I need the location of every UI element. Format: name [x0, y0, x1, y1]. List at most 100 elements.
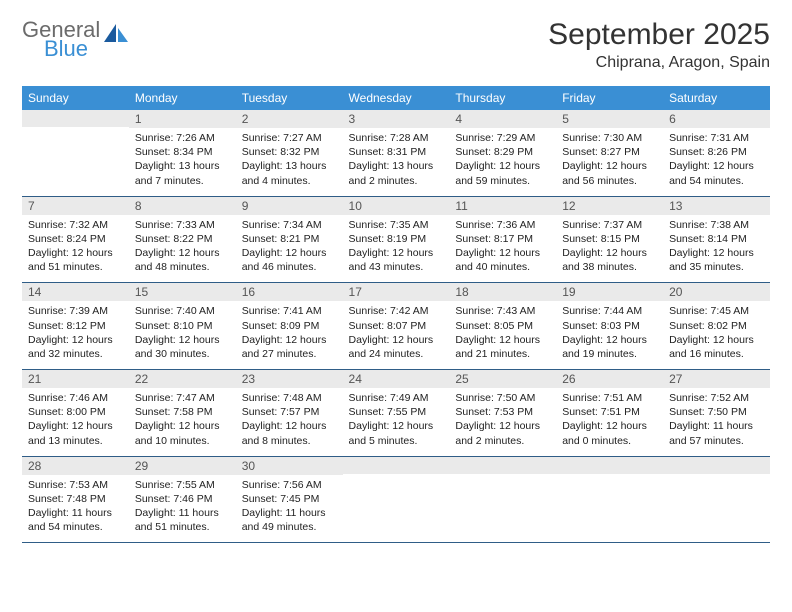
day-details: Sunrise: 7:48 AMSunset: 7:57 PMDaylight:… — [236, 388, 343, 456]
day-details: Sunrise: 7:32 AMSunset: 8:24 PMDaylight:… — [22, 215, 129, 283]
day-number: 26 — [556, 370, 663, 388]
day-number: 1 — [129, 110, 236, 128]
calendar-day-cell: 25Sunrise: 7:50 AMSunset: 7:53 PMDayligh… — [449, 370, 556, 457]
dow-header: Tuesday — [236, 86, 343, 110]
dow-header: Thursday — [449, 86, 556, 110]
day-details: Sunrise: 7:38 AMSunset: 8:14 PMDaylight:… — [663, 215, 770, 283]
calendar-day-cell: 21Sunrise: 7:46 AMSunset: 8:00 PMDayligh… — [22, 370, 129, 457]
calendar-week-row: 1Sunrise: 7:26 AMSunset: 8:34 PMDaylight… — [22, 110, 770, 196]
calendar-day-cell: 16Sunrise: 7:41 AMSunset: 8:09 PMDayligh… — [236, 283, 343, 370]
calendar-day-cell: 11Sunrise: 7:36 AMSunset: 8:17 PMDayligh… — [449, 196, 556, 283]
day-number: 11 — [449, 197, 556, 215]
day-details: Sunrise: 7:52 AMSunset: 7:50 PMDaylight:… — [663, 388, 770, 456]
day-number: 15 — [129, 283, 236, 301]
calendar-day-cell: 26Sunrise: 7:51 AMSunset: 7:51 PMDayligh… — [556, 370, 663, 457]
day-number: 21 — [22, 370, 129, 388]
calendar-day-cell: 2Sunrise: 7:27 AMSunset: 8:32 PMDaylight… — [236, 110, 343, 196]
day-number: 2 — [236, 110, 343, 128]
location-label: Chiprana, Aragon, Spain — [548, 54, 770, 72]
calendar-day-cell: 5Sunrise: 7:30 AMSunset: 8:27 PMDaylight… — [556, 110, 663, 196]
calendar-day-cell: 12Sunrise: 7:37 AMSunset: 8:15 PMDayligh… — [556, 196, 663, 283]
calendar-day-cell — [556, 456, 663, 543]
calendar-day-cell: 1Sunrise: 7:26 AMSunset: 8:34 PMDaylight… — [129, 110, 236, 196]
day-details: Sunrise: 7:51 AMSunset: 7:51 PMDaylight:… — [556, 388, 663, 456]
day-details: Sunrise: 7:49 AMSunset: 7:55 PMDaylight:… — [343, 388, 450, 456]
day-details: Sunrise: 7:46 AMSunset: 8:00 PMDaylight:… — [22, 388, 129, 456]
day-details: Sunrise: 7:36 AMSunset: 8:17 PMDaylight:… — [449, 215, 556, 283]
calendar-day-cell: 17Sunrise: 7:42 AMSunset: 8:07 PMDayligh… — [343, 283, 450, 370]
day-number: 20 — [663, 283, 770, 301]
day-number-empty — [22, 110, 129, 127]
day-number-empty — [449, 457, 556, 474]
calendar-day-cell: 6Sunrise: 7:31 AMSunset: 8:26 PMDaylight… — [663, 110, 770, 196]
day-details: Sunrise: 7:30 AMSunset: 8:27 PMDaylight:… — [556, 128, 663, 196]
day-details: Sunrise: 7:56 AMSunset: 7:45 PMDaylight:… — [236, 475, 343, 543]
logo-sail-icon — [102, 22, 130, 46]
day-number: 10 — [343, 197, 450, 215]
day-number: 16 — [236, 283, 343, 301]
day-details: Sunrise: 7:37 AMSunset: 8:15 PMDaylight:… — [556, 215, 663, 283]
calendar-day-cell: 30Sunrise: 7:56 AMSunset: 7:45 PMDayligh… — [236, 456, 343, 543]
day-details: Sunrise: 7:42 AMSunset: 8:07 PMDaylight:… — [343, 301, 450, 369]
day-details: Sunrise: 7:50 AMSunset: 7:53 PMDaylight:… — [449, 388, 556, 456]
calendar-day-cell: 23Sunrise: 7:48 AMSunset: 7:57 PMDayligh… — [236, 370, 343, 457]
day-details: Sunrise: 7:44 AMSunset: 8:03 PMDaylight:… — [556, 301, 663, 369]
calendar-day-cell — [22, 110, 129, 196]
day-details: Sunrise: 7:41 AMSunset: 8:09 PMDaylight:… — [236, 301, 343, 369]
calendar-day-cell: 10Sunrise: 7:35 AMSunset: 8:19 PMDayligh… — [343, 196, 450, 283]
calendar-day-cell: 29Sunrise: 7:55 AMSunset: 7:46 PMDayligh… — [129, 456, 236, 543]
calendar-day-cell: 28Sunrise: 7:53 AMSunset: 7:48 PMDayligh… — [22, 456, 129, 543]
day-number: 28 — [22, 457, 129, 475]
day-number: 8 — [129, 197, 236, 215]
calendar-day-cell: 3Sunrise: 7:28 AMSunset: 8:31 PMDaylight… — [343, 110, 450, 196]
calendar-day-cell — [449, 456, 556, 543]
day-details: Sunrise: 7:43 AMSunset: 8:05 PMDaylight:… — [449, 301, 556, 369]
calendar-day-cell: 15Sunrise: 7:40 AMSunset: 8:10 PMDayligh… — [129, 283, 236, 370]
day-number: 27 — [663, 370, 770, 388]
day-number-empty — [556, 457, 663, 474]
day-number: 29 — [129, 457, 236, 475]
day-number: 4 — [449, 110, 556, 128]
calendar-day-cell: 18Sunrise: 7:43 AMSunset: 8:05 PMDayligh… — [449, 283, 556, 370]
day-number: 30 — [236, 457, 343, 475]
day-number-empty — [663, 457, 770, 474]
dow-header: Monday — [129, 86, 236, 110]
day-details: Sunrise: 7:53 AMSunset: 7:48 PMDaylight:… — [22, 475, 129, 543]
day-number: 18 — [449, 283, 556, 301]
calendar-day-cell: 7Sunrise: 7:32 AMSunset: 8:24 PMDaylight… — [22, 196, 129, 283]
calendar-week-row: 7Sunrise: 7:32 AMSunset: 8:24 PMDaylight… — [22, 196, 770, 283]
day-number: 12 — [556, 197, 663, 215]
calendar-day-cell: 24Sunrise: 7:49 AMSunset: 7:55 PMDayligh… — [343, 370, 450, 457]
day-details: Sunrise: 7:28 AMSunset: 8:31 PMDaylight:… — [343, 128, 450, 196]
day-details: Sunrise: 7:29 AMSunset: 8:29 PMDaylight:… — [449, 128, 556, 196]
calendar-table: SundayMondayTuesdayWednesdayThursdayFrid… — [22, 86, 770, 543]
day-number: 22 — [129, 370, 236, 388]
day-details: Sunrise: 7:55 AMSunset: 7:46 PMDaylight:… — [129, 475, 236, 543]
brand-logo: General Blue — [22, 18, 130, 60]
day-details: Sunrise: 7:45 AMSunset: 8:02 PMDaylight:… — [663, 301, 770, 369]
day-of-week-row: SundayMondayTuesdayWednesdayThursdayFrid… — [22, 86, 770, 110]
day-number: 25 — [449, 370, 556, 388]
day-details: Sunrise: 7:35 AMSunset: 8:19 PMDaylight:… — [343, 215, 450, 283]
day-details: Sunrise: 7:26 AMSunset: 8:34 PMDaylight:… — [129, 128, 236, 196]
day-number: 23 — [236, 370, 343, 388]
calendar-day-cell: 14Sunrise: 7:39 AMSunset: 8:12 PMDayligh… — [22, 283, 129, 370]
day-details: Sunrise: 7:39 AMSunset: 8:12 PMDaylight:… — [22, 301, 129, 369]
calendar-day-cell — [663, 456, 770, 543]
day-number: 5 — [556, 110, 663, 128]
calendar-day-cell: 8Sunrise: 7:33 AMSunset: 8:22 PMDaylight… — [129, 196, 236, 283]
calendar-day-cell: 9Sunrise: 7:34 AMSunset: 8:21 PMDaylight… — [236, 196, 343, 283]
day-number: 9 — [236, 197, 343, 215]
calendar-week-row: 21Sunrise: 7:46 AMSunset: 8:00 PMDayligh… — [22, 370, 770, 457]
day-number: 17 — [343, 283, 450, 301]
day-details: Sunrise: 7:27 AMSunset: 8:32 PMDaylight:… — [236, 128, 343, 196]
day-number: 14 — [22, 283, 129, 301]
day-number-empty — [343, 457, 450, 474]
calendar-day-cell: 13Sunrise: 7:38 AMSunset: 8:14 PMDayligh… — [663, 196, 770, 283]
dow-header: Sunday — [22, 86, 129, 110]
calendar-day-cell: 22Sunrise: 7:47 AMSunset: 7:58 PMDayligh… — [129, 370, 236, 457]
day-details: Sunrise: 7:31 AMSunset: 8:26 PMDaylight:… — [663, 128, 770, 196]
day-number: 19 — [556, 283, 663, 301]
day-number: 7 — [22, 197, 129, 215]
day-details: Sunrise: 7:40 AMSunset: 8:10 PMDaylight:… — [129, 301, 236, 369]
